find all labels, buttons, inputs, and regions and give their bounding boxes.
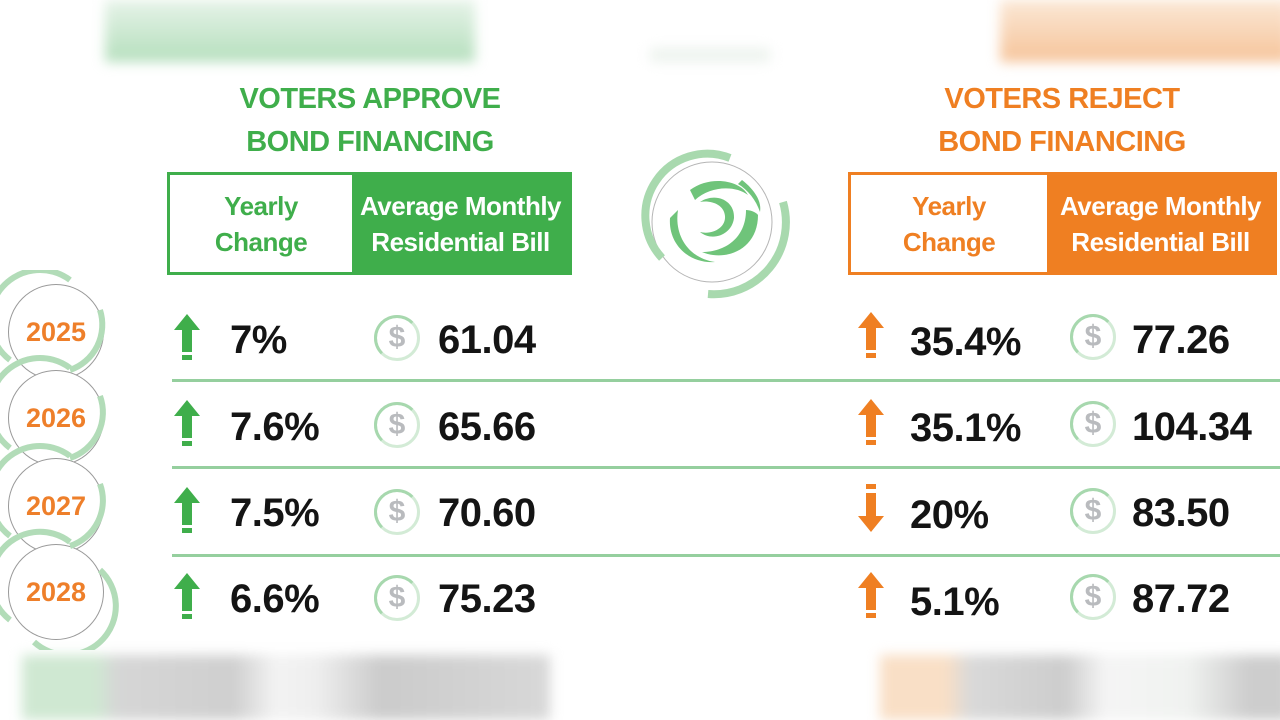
blurred-bottom-left-band — [22, 655, 550, 720]
dollar-icon: $ — [1070, 314, 1116, 360]
approve-change-2025: 7% — [230, 318, 287, 362]
row-divider — [172, 466, 1280, 469]
arrow-down-icon — [858, 484, 884, 532]
reject-title-line2: BOND FINANCING — [938, 126, 1186, 158]
year-label: 2025 — [25, 316, 87, 347]
year-label: 2028 — [25, 576, 87, 607]
approve-change-2027: 7.5% — [230, 491, 320, 535]
reject-bill-2028: 87.72 — [1132, 577, 1230, 621]
header-text: Residential Bill — [371, 226, 550, 257]
dollar-icon: $ — [1070, 401, 1116, 447]
approve-bill-2027: 70.60 — [438, 491, 536, 535]
reject-title: VOTERS REJECT BOND FINANCING — [848, 78, 1276, 164]
approve-title-line2: BOND FINANCING — [246, 126, 494, 158]
swirl-logo-icon — [630, 140, 795, 305]
blurred-bottom-right-band — [880, 655, 1280, 720]
year-label: 2027 — [25, 490, 87, 521]
header-text: Change — [214, 226, 308, 257]
reject-change-2027: 20% — [910, 493, 989, 537]
arrow-up-icon — [174, 314, 200, 360]
reject-bill-header: Average Monthly Residential Bill — [1047, 175, 1274, 272]
header-text: Yearly — [224, 190, 298, 221]
header-text: Residential Bill — [1071, 226, 1250, 257]
year-badge-2028: 2028 — [8, 544, 104, 640]
approve-change-2028: 6.6% — [230, 577, 320, 621]
approve-column-header: Yearly Change Average Monthly Residentia… — [167, 172, 572, 275]
reject-change-2026: 35.1% — [910, 406, 1021, 450]
row-divider — [172, 379, 1280, 382]
arrow-up-icon — [858, 399, 884, 445]
dollar-icon: $ — [374, 575, 420, 621]
approve-title-line1: VOTERS APPROVE — [239, 83, 501, 115]
reject-yearly-change-header: Yearly Change — [851, 175, 1047, 272]
header-text: Average Monthly — [359, 190, 562, 221]
approve-bill-2025: 61.04 — [438, 318, 536, 362]
row-divider — [172, 554, 1280, 557]
dollar-icon: $ — [374, 489, 420, 535]
arrow-up-icon — [174, 400, 200, 446]
header-text: Yearly — [912, 190, 986, 221]
dollar-icon: $ — [374, 315, 420, 361]
reject-bill-2025: 77.26 — [1132, 318, 1230, 362]
approve-title: VOTERS APPROVE BOND FINANCING — [168, 78, 572, 164]
header-text: Average Monthly — [1059, 190, 1262, 221]
arrow-up-icon — [174, 487, 200, 533]
reject-change-2028: 5.1% — [910, 580, 1000, 624]
year-badge-2025: 2025 — [8, 284, 104, 380]
year-ring-arcs — [0, 270, 119, 650]
reject-bill-2027: 83.50 — [1132, 491, 1230, 535]
approve-bill-2028: 75.23 — [438, 577, 536, 621]
arrow-up-icon — [174, 573, 200, 619]
year-label: 2026 — [25, 402, 87, 433]
approve-yearly-change-header: Yearly Change — [170, 175, 352, 272]
approve-change-2026: 7.6% — [230, 405, 320, 449]
reject-title-line1: VOTERS REJECT — [944, 83, 1180, 115]
reject-column-header: Yearly Change Average Monthly Residentia… — [848, 172, 1277, 275]
dollar-icon: $ — [1070, 574, 1116, 620]
blurred-top-right-band — [1000, 0, 1280, 62]
approve-bill-header: Average Monthly Residential Bill — [352, 175, 569, 272]
reject-change-2025: 35.4% — [910, 320, 1021, 364]
blurred-top-mid-band — [650, 48, 770, 62]
arrow-up-icon — [858, 312, 884, 358]
blurred-top-left-band — [105, 0, 475, 62]
header-text: Change — [902, 226, 996, 257]
reject-bill-2026: 104.34 — [1132, 405, 1252, 449]
dollar-icon: $ — [374, 402, 420, 448]
dollar-icon: $ — [1070, 488, 1116, 534]
arrow-up-icon — [858, 572, 884, 618]
approve-bill-2026: 65.66 — [438, 405, 536, 449]
